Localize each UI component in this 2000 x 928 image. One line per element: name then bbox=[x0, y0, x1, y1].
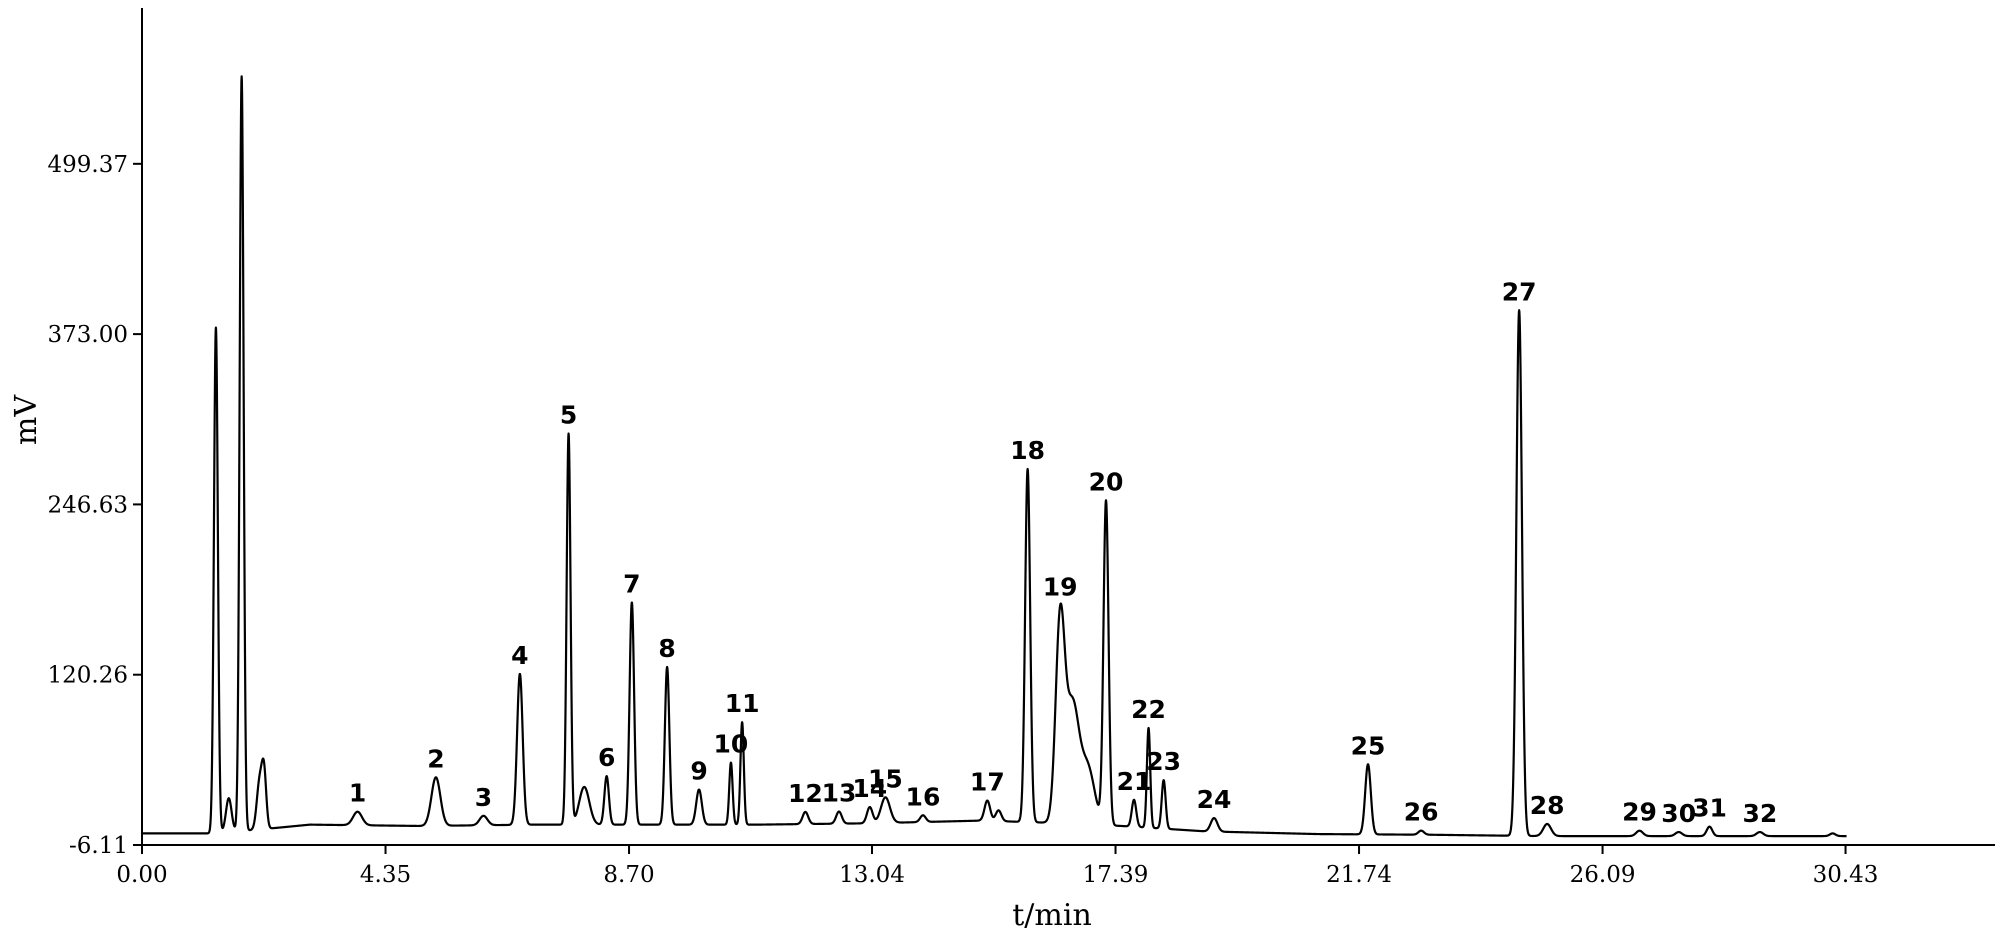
peak-label-22: 22 bbox=[1131, 695, 1166, 724]
y-tick-label: 499.37 bbox=[48, 152, 128, 178]
peak-label-25: 25 bbox=[1351, 731, 1386, 760]
peak-label-19: 19 bbox=[1043, 573, 1078, 602]
peak-label-28: 28 bbox=[1530, 791, 1565, 820]
x-tick-label: 8.70 bbox=[603, 862, 654, 888]
peak-label-24: 24 bbox=[1197, 785, 1232, 814]
peak-label-13: 13 bbox=[822, 779, 857, 808]
y-tick-label: 246.63 bbox=[48, 492, 128, 518]
x-axis-title: t/min bbox=[1012, 898, 1092, 928]
y-axis-title: mV bbox=[9, 394, 44, 445]
peak-label-15: 15 bbox=[868, 764, 903, 793]
y-ticks: -6.11 120.26 246.63 373.00 499.37 bbox=[48, 152, 142, 859]
peak-label-32: 32 bbox=[1742, 799, 1777, 828]
x-tick-label: 21.74 bbox=[1326, 862, 1392, 888]
y-tick-label: 120.26 bbox=[48, 663, 128, 689]
x-tick-label: 30.43 bbox=[1813, 862, 1879, 888]
peak-label-7: 7 bbox=[623, 569, 640, 598]
x-tick-label: 0.00 bbox=[116, 862, 167, 888]
peak-label-31: 31 bbox=[1692, 794, 1727, 823]
peak-label-9: 9 bbox=[690, 757, 707, 786]
peak-label-27: 27 bbox=[1502, 277, 1537, 306]
chromatogram-trace bbox=[141, 75, 1848, 838]
x-ticks: 0.00 4.35 8.70 13.04 17.39 21.74 26.09 30.43 bbox=[116, 845, 1878, 888]
y-tick-label: 373.00 bbox=[48, 322, 128, 348]
axes bbox=[141, 8, 1995, 846]
x-tick-label: 26.09 bbox=[1570, 862, 1636, 888]
peak-label-17: 17 bbox=[970, 768, 1005, 797]
peak-label-10: 10 bbox=[714, 730, 749, 759]
peak-label-1: 1 bbox=[349, 779, 366, 808]
x-tick-label: 13.04 bbox=[839, 862, 905, 888]
peak-label-11: 11 bbox=[725, 689, 760, 718]
peak-label-5: 5 bbox=[560, 401, 577, 430]
peak-label-12: 12 bbox=[788, 779, 823, 808]
peak-label-29: 29 bbox=[1622, 798, 1657, 827]
x-tick-label: 17.39 bbox=[1083, 862, 1149, 888]
peak-label-23: 23 bbox=[1146, 747, 1181, 776]
peak-label-18: 18 bbox=[1010, 436, 1045, 465]
peak-label-21: 21 bbox=[1117, 767, 1152, 796]
peak-label-4: 4 bbox=[511, 641, 528, 670]
x-tick-label: 4.35 bbox=[360, 862, 411, 888]
peak-label-8: 8 bbox=[658, 634, 675, 663]
peak-label-26: 26 bbox=[1404, 798, 1439, 827]
peak-label-3: 3 bbox=[475, 783, 492, 812]
peak-label-20: 20 bbox=[1089, 467, 1124, 496]
peak-label-2: 2 bbox=[427, 744, 444, 773]
peak-label-14: 14 bbox=[852, 774, 887, 803]
y-tick-label: -6.11 bbox=[69, 833, 128, 859]
peak-label-6: 6 bbox=[598, 743, 615, 772]
peak-labels: 1234567891011121314151617181920212223242… bbox=[349, 277, 1777, 828]
peak-label-16: 16 bbox=[906, 782, 941, 811]
peak-label-30: 30 bbox=[1661, 799, 1696, 828]
